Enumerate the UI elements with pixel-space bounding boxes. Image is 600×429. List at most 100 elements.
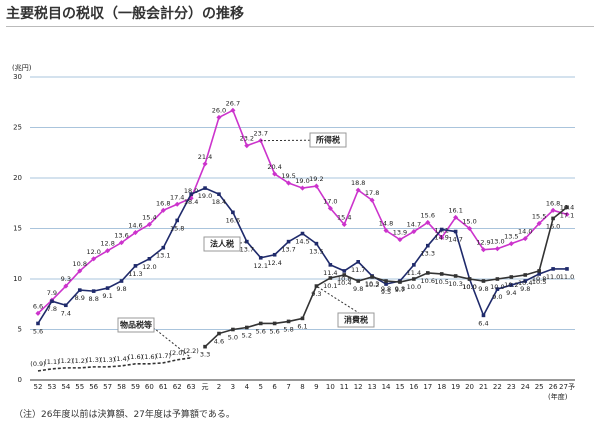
data-label: 9.3: [61, 275, 71, 283]
point: [383, 227, 389, 234]
x-tick-label: 10: [326, 383, 335, 391]
data-label: 15.5: [532, 212, 546, 220]
data-label: 12.4: [267, 259, 281, 267]
point: [245, 325, 249, 330]
point: [299, 185, 306, 191]
callout-leader: [316, 285, 371, 321]
x-tick-label: 57: [103, 383, 112, 391]
point: [77, 288, 82, 292]
data-label: (1.1): [44, 358, 59, 366]
data-label: 6.1: [297, 322, 307, 330]
data-label: 17.0: [323, 197, 337, 205]
point: [105, 248, 111, 254]
point: [551, 267, 555, 271]
point: [36, 321, 40, 326]
data-label: 7.9: [47, 289, 57, 297]
data-label: 14.7: [448, 236, 462, 244]
data-label: 12.0: [142, 263, 156, 271]
data-label: 15.4: [337, 213, 351, 221]
point: [189, 192, 193, 196]
point: [327, 205, 333, 211]
point: [258, 255, 263, 260]
data-label: 10.3: [365, 280, 379, 288]
data-label: (0.9): [30, 360, 45, 368]
data-label: 11.4: [407, 269, 421, 277]
x-tick-label: 11: [340, 383, 349, 391]
point: [356, 279, 360, 283]
data-label: 9.3: [311, 290, 321, 298]
series-name: 所得税: [315, 135, 340, 145]
data-label: 11.0: [546, 273, 560, 281]
point: [412, 277, 416, 281]
point: [523, 273, 528, 277]
point: [398, 280, 402, 284]
y-tick-label: 5: [18, 326, 22, 334]
data-label: 16.1: [448, 206, 462, 214]
point: [439, 272, 444, 276]
callout-box: [117, 317, 155, 333]
x-tick-label: 13: [368, 383, 377, 391]
point: [509, 275, 514, 279]
point: [411, 228, 417, 235]
point: [370, 275, 374, 279]
x-tick-label: 63: [187, 383, 196, 391]
x-axis-label: (年度): [548, 392, 568, 401]
x-tick-label: 52: [34, 383, 43, 391]
series-line: [37, 356, 192, 372]
data-label: 10.6: [421, 277, 435, 285]
x-tick-label: 58: [117, 383, 126, 391]
point: [300, 316, 305, 321]
data-label: 12.1: [253, 262, 267, 270]
data-label: 18.4: [184, 198, 198, 206]
data-label: (1.3): [86, 356, 101, 364]
data-label: 8.8: [89, 295, 99, 303]
data-label: 3.3: [200, 351, 210, 359]
data-label: 10.4: [518, 279, 532, 287]
point: [342, 273, 347, 277]
point: [565, 267, 569, 271]
data-label: 9.8: [395, 285, 405, 293]
data-label: 13.9: [393, 229, 407, 237]
point: [384, 282, 388, 286]
data-label: 21.4: [198, 153, 212, 161]
x-tick-label: 60: [145, 383, 154, 391]
data-label: 13.6: [114, 232, 128, 240]
point: [369, 197, 375, 203]
series-name: 法人税: [210, 239, 234, 249]
point: [245, 239, 249, 244]
point: [105, 286, 110, 290]
y-axis-label: (兆円): [12, 63, 32, 72]
data-label: 10.8: [532, 275, 546, 283]
data-label: 15.8: [170, 224, 184, 232]
data-label: 9.5: [381, 288, 391, 296]
data-label: 6.4: [478, 319, 488, 327]
point: [314, 284, 319, 288]
x-tick-label: 18: [437, 383, 446, 391]
data-label: 9.8: [520, 285, 530, 293]
data-label: 13.0: [490, 238, 504, 246]
point: [453, 229, 458, 234]
note: （注）26年度以前は決算額、27年度は予算額である。: [14, 410, 235, 420]
data-label: 8.9: [75, 294, 85, 302]
data-label: 5.0: [228, 334, 238, 342]
x-tick-label: 元: [202, 383, 209, 391]
data-label: 16.8: [546, 199, 560, 207]
point: [286, 319, 291, 324]
x-tick-label: 9: [314, 383, 318, 391]
data-label: 13.7: [240, 246, 254, 254]
point: [313, 183, 319, 189]
data-label: 5.2: [242, 331, 252, 339]
point: [258, 138, 264, 144]
x-tick-label: 24: [521, 383, 530, 391]
x-tick-label: 2: [217, 383, 221, 391]
data-label: 18.8: [351, 179, 365, 187]
x-tick-label: 26: [549, 383, 558, 391]
data-label: 10.2: [504, 281, 518, 289]
data-label: 9.0: [492, 293, 502, 301]
data-label: 20.4: [267, 163, 281, 171]
point: [147, 257, 152, 261]
callout-box: [337, 312, 375, 328]
x-tick-label: 6: [272, 383, 277, 391]
point: [495, 277, 500, 281]
